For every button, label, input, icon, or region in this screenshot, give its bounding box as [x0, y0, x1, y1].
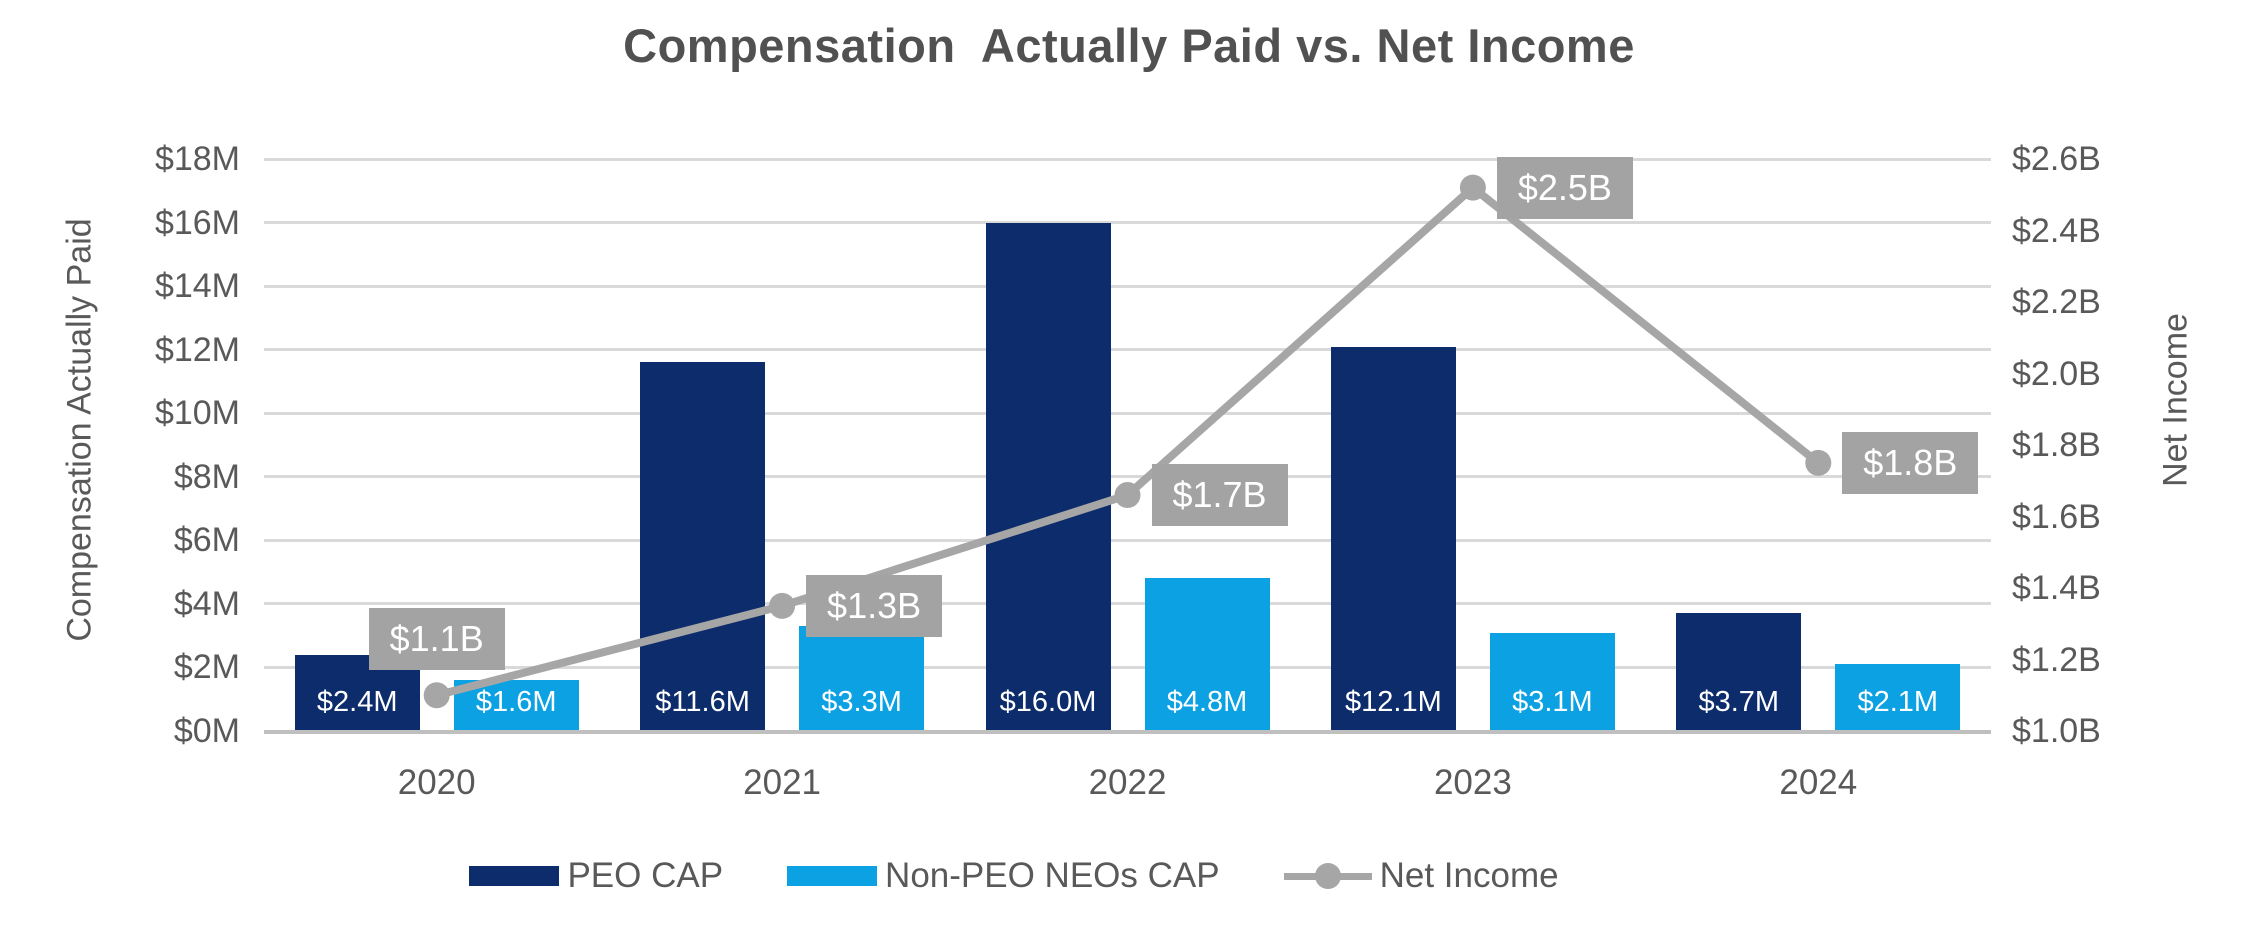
net-income-callout-2020: $1.1B — [368, 608, 505, 671]
net-income-line — [423, 174, 1832, 709]
gridline — [264, 538, 1991, 542]
x-axis-label-2020: 2020 — [397, 763, 476, 802]
left-axis-tick-label: $10M — [154, 394, 240, 433]
plot-area: $2.4M $11.6M $16.0M $12.1M $3.7M $1.6M $3.3M $4… — [264, 156, 1991, 734]
non-peo-neos-cap-bar-2023: $3.1M — [1489, 632, 1615, 731]
x-axis-label-2021: 2021 — [743, 763, 822, 802]
net-income-marker-2024 — [1805, 449, 1832, 476]
gridline — [264, 348, 1991, 352]
bar-value-label: $2.1M — [1857, 686, 1939, 718]
legend: PEO CAP Non-PEO NEOs CAP Net Income — [264, 856, 1764, 896]
bar-value-label: $3.3M — [821, 686, 902, 718]
right-axis-tick-label: $2.2B — [2012, 283, 2101, 321]
left-axis-tick-label: $6M — [173, 521, 240, 560]
net-income-marker-icon — [1314, 863, 1341, 889]
net-income-line-swatch-icon — [1283, 863, 1372, 889]
gridline — [264, 602, 1991, 606]
gridline — [264, 221, 1991, 225]
gridline — [264, 157, 1991, 161]
net-income-marker-2022 — [1114, 482, 1141, 509]
net-income-callout-2021: $1.3B — [806, 574, 943, 637]
left-axis-tick-label: $18M — [154, 140, 240, 178]
non-peo-neos-cap-bar-2021: $3.3M — [799, 626, 925, 731]
right-axis-tick-label: $2.4B — [2012, 211, 2101, 250]
legend-item-net-income: Net Income — [1283, 856, 1559, 896]
gridline — [264, 284, 1991, 288]
left-axis-tick-label: $0M — [173, 712, 240, 750]
net-income-callout-2024: $1.8B — [1842, 431, 1979, 494]
right-axis-tick-label: $2.6B — [2012, 140, 2101, 178]
right-axis-tick-label: $2.0B — [2012, 354, 2101, 393]
peo-cap-bar-2021: $11.6M — [640, 362, 766, 731]
left-axis-tick-label: $8M — [173, 457, 240, 496]
left-axis-tick-label: $2M — [173, 648, 240, 687]
bar-value-label: $11.6M — [655, 686, 750, 718]
left-axis-tick-label: $12M — [154, 330, 240, 369]
net-income-callout-2022: $1.7B — [1151, 464, 1288, 527]
legend-item-peo-cap: PEO CAP — [469, 856, 723, 896]
legend-label-net-income: Net Income — [1379, 856, 1559, 895]
non-peo-neos-cap-swatch-icon — [787, 866, 878, 886]
net-income-callout-2023: $2.5B — [1496, 156, 1633, 219]
legend-item-non-peo-neos-cap: Non-PEO NEOs CAP — [787, 856, 1220, 896]
right-axis-tick-label: $1.6B — [2012, 497, 2101, 536]
peo-cap-bar-2023: $12.1M — [1330, 346, 1456, 731]
peo-cap-swatch-icon — [469, 866, 560, 886]
legend-label-peo-cap: PEO CAP — [567, 856, 724, 895]
non-peo-neos-cap-bar-2022: $4.8M — [1144, 578, 1270, 731]
right-axis-tick-label: $1.8B — [2012, 426, 2101, 464]
x-axis-label-2024: 2024 — [1779, 763, 1858, 802]
bar-value-label: $3.1M — [1512, 686, 1593, 718]
peo-cap-bar-2022: $16.0M — [985, 222, 1111, 731]
left-axis-tick-label: $16M — [154, 203, 240, 242]
non-peo-neos-cap-bar-2024: $2.1M — [1835, 664, 1961, 731]
gridline — [264, 475, 1991, 479]
legend-label-non-peo-neos-cap: Non-PEO NEOs CAP — [885, 856, 1220, 895]
bar-value-label: $12.1M — [1345, 686, 1442, 718]
x-axis-line — [264, 729, 1991, 734]
bar-value-label: $4.8M — [1166, 686, 1248, 718]
left-axis-tick-label: $14M — [154, 267, 240, 306]
bar-value-label: $1.6M — [475, 686, 557, 718]
right-axis-tick-label: $1.0B — [2012, 712, 2101, 750]
bar-value-label: $3.7M — [1698, 686, 1780, 718]
chart-title: Compensation Actually Paid vs. Net Incom… — [623, 19, 1635, 72]
net-income-marker-2021 — [769, 592, 796, 619]
gridline — [264, 665, 1991, 669]
bar-value-label: $16.0M — [999, 686, 1097, 718]
right-axis-tick-label: $1.4B — [2012, 569, 2101, 607]
gridline — [264, 411, 1991, 415]
peo-cap-bar-2024: $3.7M — [1676, 613, 1802, 731]
left-axis-tick-label: $4M — [173, 584, 240, 623]
x-axis-label-2023: 2023 — [1433, 763, 1512, 802]
net-income-line-path — [435, 182, 1821, 700]
bar-value-label: $2.4M — [316, 686, 398, 718]
net-income-marker-2023 — [1459, 174, 1486, 201]
x-axis-label-2022: 2022 — [1088, 763, 1167, 802]
net-income-marker-2020 — [423, 682, 450, 709]
right-axis-tick-label: $1.2B — [2012, 640, 2101, 679]
